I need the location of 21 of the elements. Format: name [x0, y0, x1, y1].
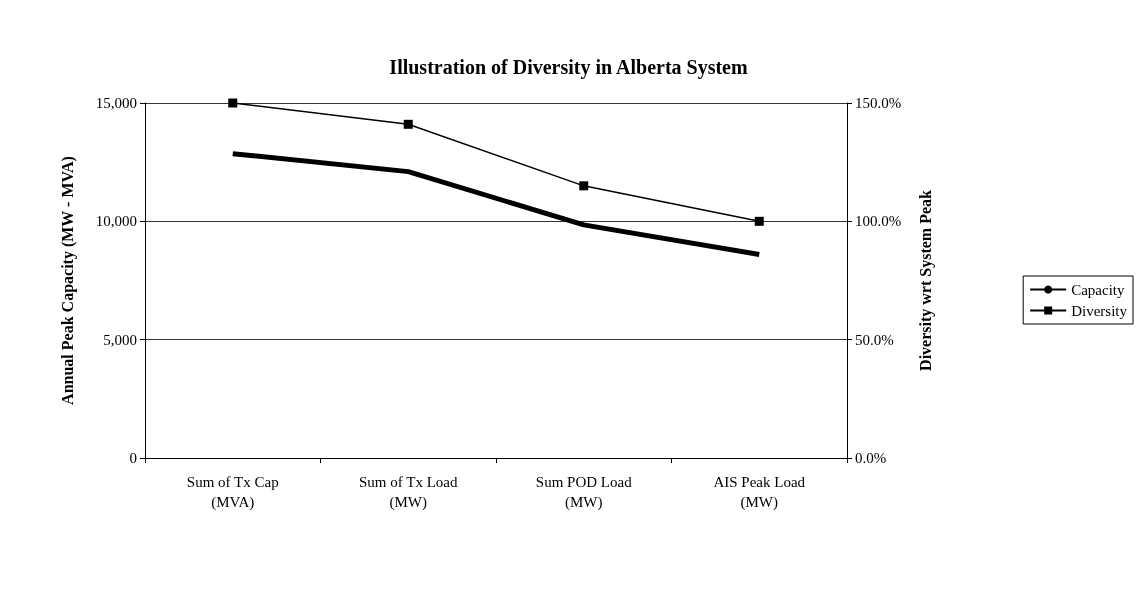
point — [579, 181, 589, 191]
legend-label: Diversity — [1071, 302, 1128, 319]
y-tick-label: 10,000 — [95, 213, 137, 230]
legend-label: Capacity — [1071, 281, 1125, 298]
x-tick-label: AIS Peak Load (MW) — [713, 474, 806, 511]
y-tick-label: 15,000 — [95, 95, 137, 111]
x-tick-label: Sum of Tx Cap (MVA) — [186, 474, 279, 511]
y-axis-title: Annual Peak Capacity (MW - MVA) — [58, 156, 77, 405]
y2-tick-label: 100.0% — [855, 213, 902, 230]
y-tick-label: 5,000 — [103, 331, 137, 348]
y2-tick-label: 150.0% — [855, 95, 902, 111]
point — [228, 98, 238, 108]
x-tick-label: Sum of Tx Load (MW) — [359, 474, 458, 511]
y2-tick-label: 50.0% — [855, 331, 894, 348]
y2-tick-label: 0.0% — [855, 450, 887, 466]
point — [754, 216, 764, 226]
y-tick-label: 0 — [129, 450, 137, 466]
x-tick-label: Sum POD Load (MW) — [535, 474, 633, 511]
y2-axis-title: Diversity wrt System Peak — [916, 189, 935, 371]
chart-title: Illustration of Diversity in Alberta System — [389, 56, 748, 79]
point — [403, 119, 413, 129]
